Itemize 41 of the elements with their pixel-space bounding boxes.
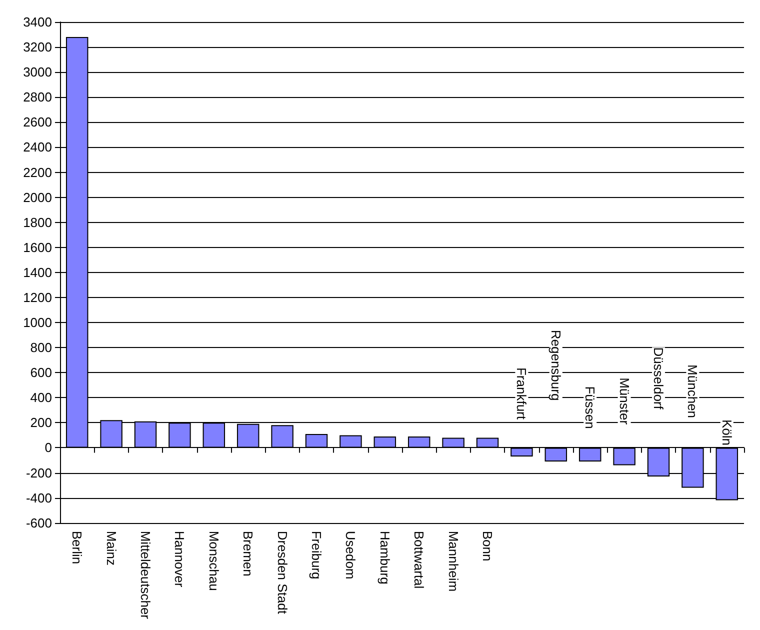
y-tick-label: 2200 [23,164,52,180]
y-tick-label: 2800 [23,90,52,105]
y-tick-label: 3000 [23,64,52,80]
y-tick-label: -600 [26,515,52,530]
y-tick-label: 2400 [23,140,52,155]
y-tick-label: 1200 [23,290,52,305]
x-tick-label: München [685,364,700,418]
x-tick-label: Mannheim [446,530,461,592]
x-tick-label: Bottwartal [412,530,427,589]
x-tick-label: Mitteldeutscher [138,530,153,620]
y-tick-label: 3200 [23,40,52,55]
x-tick-label: Berlin [70,530,85,564]
x-tick-label: Bremen [240,530,256,576]
y-tick-label: 400 [30,390,52,406]
y-tick-label: 1400 [23,264,52,280]
y-tick-label: 1600 [23,240,52,255]
x-tick-label: Frankfurt [514,367,530,420]
y-tick-label: 800 [30,340,52,356]
y-tick-label: -200 [26,465,52,480]
x-tick-label: Freiburg [309,530,324,580]
x-tick-label: Münster [616,378,632,426]
x-tick-label: Mainz [104,530,119,566]
x-tick-label: Usedom [343,530,358,580]
x-tick-label: Regensburg [548,330,564,401]
x-tick-label: Dresden Stadt [274,530,290,614]
y-tick-label: 1800 [23,214,52,230]
y-tick-label: 600 [30,365,52,380]
x-tick-label: Hamburg [377,530,392,584]
x-tick-label: Hannover [172,530,188,588]
x-tick-label: Düsseldorf [651,347,666,410]
x-tick-label: Monschau [206,530,222,591]
x-tick-label: Köln [719,419,734,446]
y-tick-label: -400 [26,490,52,506]
y-tick-label: 0 [44,440,52,456]
x-tick-label: Füssen [582,386,598,429]
y-tick-label: 2000 [23,190,52,205]
y-tick-label: 3400 [23,14,52,30]
y-tick-label: 2600 [23,114,52,130]
y-tick-label: 1000 [23,315,52,330]
y-tick-label: 200 [30,415,52,430]
x-tick-label: Bonn [480,530,495,562]
